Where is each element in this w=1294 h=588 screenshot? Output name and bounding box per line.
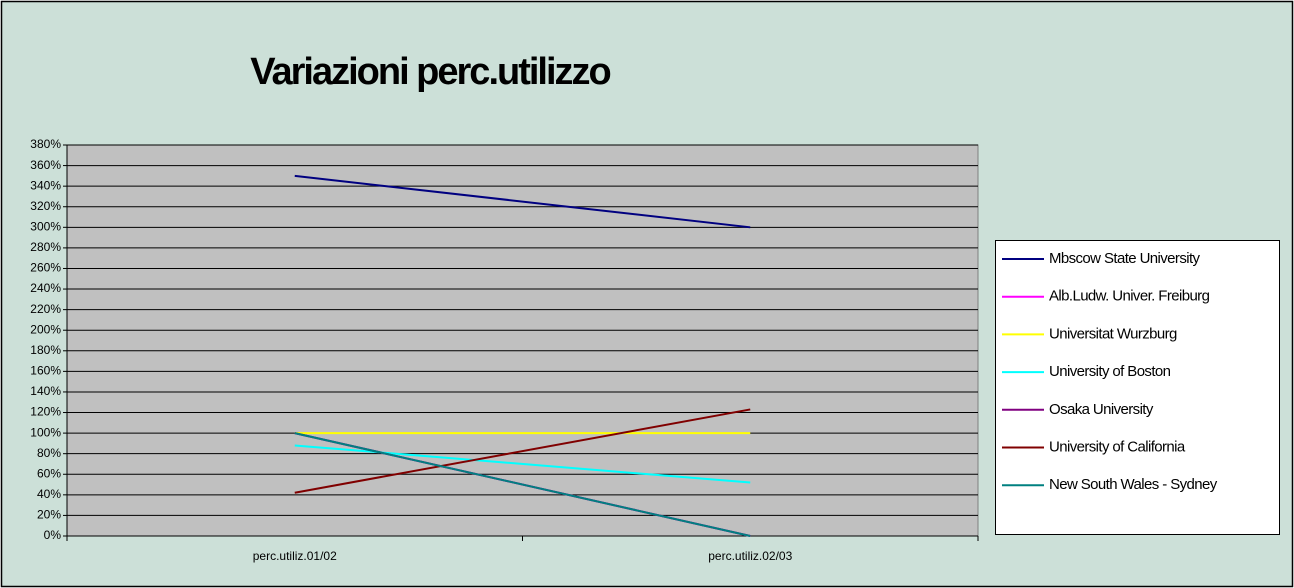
series-line xyxy=(294,432,751,537)
legend-label: New South Wales - Sydney xyxy=(1049,476,1218,493)
legend-label: University of Boston xyxy=(1049,363,1171,380)
y-tick-label: 100% xyxy=(30,425,61,439)
y-tick-label: 160% xyxy=(30,364,61,378)
y-tick-label: 380% xyxy=(30,137,61,151)
y-tick-label: 240% xyxy=(30,281,61,295)
y-tick-label: 320% xyxy=(30,199,61,213)
series-line xyxy=(294,444,751,484)
x-tick-label: perc.utiliz.01/02 xyxy=(253,549,337,563)
y-tick-label: 40% xyxy=(37,487,61,501)
legend-label: Universitat Wurzburg xyxy=(1049,325,1177,342)
y-tick-label: 60% xyxy=(37,466,61,480)
y-tick-label: 180% xyxy=(30,343,61,357)
y-tick-label: 80% xyxy=(37,446,61,460)
legend-label: Alb.Ludw. Univer. Freiburg xyxy=(1049,288,1210,305)
y-tick-label: 280% xyxy=(30,240,61,254)
y-tick-label: 220% xyxy=(30,302,61,316)
x-tick-label: perc.utiliz.02/03 xyxy=(708,549,792,563)
chart-title: Variazioni perc.utilizzo xyxy=(250,51,610,93)
y-tick-label: 300% xyxy=(30,219,61,233)
y-tick-label: 200% xyxy=(30,322,61,336)
y-tick-label: 120% xyxy=(30,405,61,419)
legend-label: University of California xyxy=(1049,438,1186,455)
series-line xyxy=(294,174,751,229)
y-tick-label: 20% xyxy=(37,508,61,522)
y-tick-label: 360% xyxy=(30,158,61,172)
y-tick-label: 340% xyxy=(30,178,61,192)
legend-label: Osaka University xyxy=(1049,401,1154,418)
y-tick-label: 140% xyxy=(30,384,61,398)
series-line xyxy=(294,408,751,494)
y-tick-label: 0% xyxy=(44,528,62,542)
y-tick-label: 260% xyxy=(30,261,61,275)
plot-area xyxy=(66,144,979,537)
legend-label: Mbscow State University xyxy=(1049,250,1201,267)
